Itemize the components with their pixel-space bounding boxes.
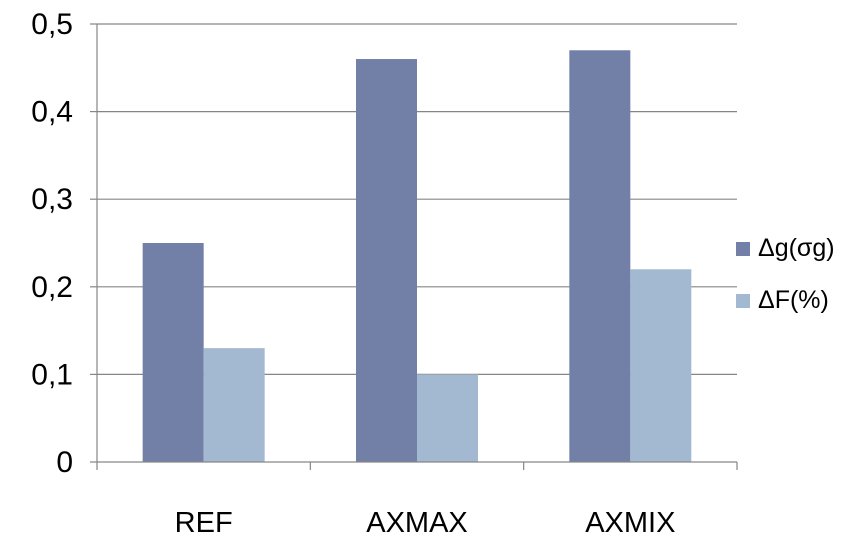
x-category-label: AXMAX [366,507,468,534]
axes [90,23,738,470]
y-tick-labels: 0 0,1 0,2 0,3 0,4 0,5 [31,8,73,479]
bar [630,269,692,462]
legend-label: Δg(σg) [758,234,835,262]
bars [142,50,692,462]
x-category-label: REF [175,507,233,534]
bar [142,243,204,462]
y-tick-label: 0,5 [31,8,73,41]
bar [569,50,631,462]
y-tick-label: 0,3 [31,183,73,216]
bar [356,59,417,462]
y-tick-label: 0,4 [31,96,73,129]
bar [203,348,265,462]
legend-swatch [736,294,750,308]
y-tick-label: 0 [56,446,73,479]
legend: Δg(σg) ΔF(%) [736,234,835,314]
y-tick-label: 0,1 [31,358,73,391]
x-category-labels: REF AXMAX AXMIX [175,507,676,539]
bar [417,374,478,462]
x-category-label: AXMIX [585,507,675,534]
legend-swatch [736,242,750,256]
y-tick-label: 0,2 [31,271,73,304]
legend-label: ΔF(%) [758,286,829,314]
